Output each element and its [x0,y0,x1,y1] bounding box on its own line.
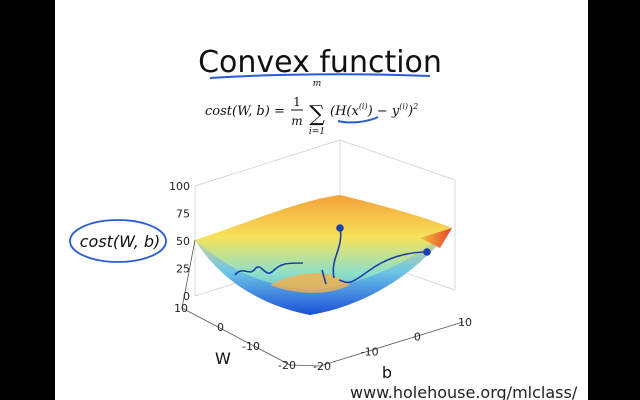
term-part: ) [407,104,413,119]
b-tick-label: 10 [458,316,472,329]
term-sup: (i) [399,102,408,111]
z-tick-label: 25 [176,263,190,276]
z-tick-label: 50 [176,235,190,248]
b-tick-label: 0 [414,331,421,344]
sum-top: m [313,79,322,89]
term-part: ) − y [367,104,400,119]
w-tick-label: 10 [174,302,188,315]
z-tick-label: 100 [169,180,190,193]
w-tick-label: -20 [278,359,296,372]
title-underline [209,73,431,79]
sum-bottom: i=1 [309,127,325,137]
b-axis-label: b [382,363,392,382]
formula-term: (H(x(i)) − y(i))2 [330,102,418,119]
annotation: cost(W, b) [80,232,161,251]
z-tick-label: 0 [183,290,190,303]
term-sup: (i) [359,102,368,111]
formula-scribble [337,116,379,124]
right-bar [588,0,640,400]
term-part: (H(x [330,104,359,119]
b-tick-label: -20 [313,360,331,373]
footer-url: www.holehouse.org/mlclass/ [350,383,578,400]
w-tick-label: -10 [242,340,260,353]
surface [181,195,464,367]
formula: cost(W, b) = 1 m m ∑ i=1 (H(x(i)) − y(i)… [205,79,418,137]
formula-denominator: m [291,114,302,128]
formula-numerator: 1 [293,95,301,109]
annotation-oval [69,219,167,263]
term-sup: 2 [412,102,418,111]
sum-symbol: ∑ [309,102,325,127]
descent-paths [234,224,431,285]
formula-lhs: cost(W, b) = [205,104,285,119]
w-tick-label: 0 [217,321,224,334]
b-tick-label: -10 [361,345,379,358]
w-axis-label: W [215,349,231,368]
z-tick-label: 75 [176,208,190,221]
